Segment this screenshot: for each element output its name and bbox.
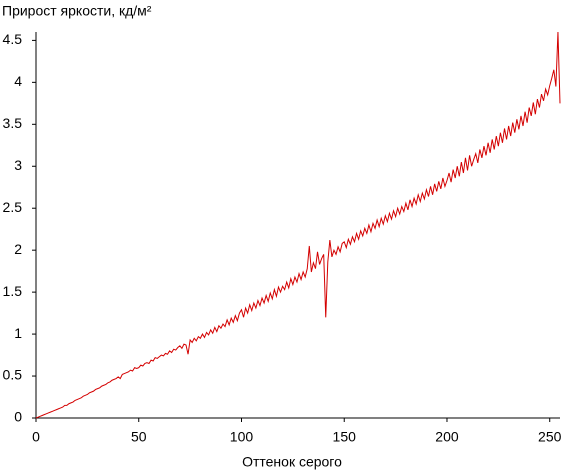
- y-tick-label: 0: [14, 409, 22, 425]
- x-axis-label: Оттенок серого: [242, 454, 342, 470]
- x-tick-label: 0: [32, 429, 40, 445]
- x-tick-label: 200: [435, 429, 459, 445]
- x-tick-label: 50: [131, 429, 147, 445]
- y-tick-label: 1: [14, 325, 22, 341]
- y-tick-label: 0.5: [3, 367, 23, 383]
- x-tick-label: 250: [538, 429, 562, 445]
- line-series: [35, 31, 561, 419]
- y-tick-label: 3.5: [3, 115, 23, 131]
- y-tick-label: 2: [14, 241, 22, 257]
- y-tick-label: 4: [14, 73, 22, 89]
- x-tick-label: 100: [230, 429, 254, 445]
- y-tick-label: 2.5: [3, 199, 23, 215]
- x-tick-label: 150: [333, 429, 357, 445]
- y-tick-label: 1.5: [3, 283, 23, 299]
- y-tick-label: 4.5: [3, 31, 23, 47]
- y-tick-label: 3: [14, 157, 22, 173]
- chart-title: Прирост яркости, кд/м²: [2, 3, 152, 19]
